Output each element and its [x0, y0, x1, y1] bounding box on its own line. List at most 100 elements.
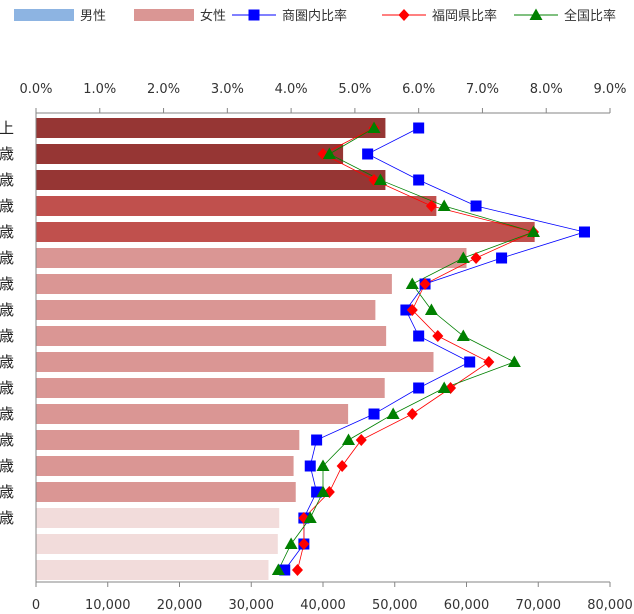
bottom-axis: 0 10,000 20,000 30,000 40,000 50,000 60,000 70,…: [32, 113, 633, 613]
data-point: [311, 486, 323, 498]
top-tick-label: 6.0%: [402, 82, 435, 97]
data-point: [316, 459, 330, 471]
series-line: [284, 127, 587, 571]
bottom-tick-label: 30,000: [229, 598, 275, 613]
data-point: [355, 434, 367, 446]
data-point: [367, 121, 381, 133]
top-tick-label: 7.0%: [466, 82, 499, 97]
top-tick-label: 8.0%: [530, 82, 563, 97]
data-point: [336, 460, 348, 472]
legend-swatch: [14, 9, 74, 21]
bottom-tick-label: 80,000: [587, 598, 633, 613]
legend-label: 商圏内比率: [282, 8, 347, 24]
bottom-tick-label: 70,000: [516, 598, 562, 613]
top-tick-label: 1.0%: [83, 82, 116, 97]
data-point: [279, 564, 291, 576]
data-point: [304, 460, 316, 472]
data-point: [271, 563, 285, 575]
data-point: [464, 356, 476, 368]
top-tick-label: 0.0%: [19, 82, 52, 97]
category-label: 歳: [0, 431, 14, 449]
data-point: [419, 278, 431, 290]
legend-label: 福岡県比率: [432, 8, 497, 24]
data-point: [311, 434, 323, 446]
bar: [36, 534, 278, 554]
category-label: 歳: [0, 301, 14, 319]
top-tick-label: 5.0%: [338, 82, 371, 97]
category-label: 歳: [0, 275, 14, 293]
category-label: 歳: [0, 483, 14, 501]
data-point: [413, 122, 425, 134]
bar: [36, 144, 344, 164]
category-label: 歳: [0, 223, 14, 241]
data-point: [456, 251, 470, 263]
category-label: 歳: [0, 457, 14, 475]
bar: [36, 560, 269, 580]
data-point: [362, 148, 374, 160]
data-point: [432, 330, 444, 342]
category-label: 歳: [0, 353, 14, 371]
bottom-tick-label: 0: [32, 598, 40, 613]
data-point: [405, 277, 419, 289]
data-point: [303, 511, 317, 523]
data-point: [368, 408, 380, 420]
data-point: [437, 199, 451, 211]
bar: [36, 430, 300, 450]
data-point: [322, 147, 336, 159]
category-label: 歳: [0, 327, 14, 345]
legend-swatch: [134, 9, 194, 21]
legend-label: 女性: [200, 8, 226, 24]
data-point: [424, 303, 438, 315]
bottom-tick-label: 40,000: [300, 598, 346, 613]
data-point: [483, 356, 495, 368]
bottom-tick-label: 50,000: [372, 598, 418, 613]
data-point: [291, 564, 303, 576]
bar: [36, 482, 296, 502]
series-lines: [271, 121, 590, 576]
top-tick-label: 9.0%: [593, 82, 626, 97]
data-point: [437, 381, 451, 393]
data-point: [470, 252, 482, 264]
bars: [36, 118, 535, 580]
data-point: [406, 304, 418, 316]
data-point: [526, 225, 540, 237]
data-point: [413, 330, 425, 342]
data-point: [373, 173, 387, 185]
bottom-tick-label: 60,000: [444, 598, 490, 613]
legend: 男性 女性 商圏内比率 福岡県比率 全国比率: [14, 8, 616, 24]
category-label: 歳: [0, 171, 14, 189]
bar: [36, 378, 385, 398]
data-point: [316, 485, 330, 497]
bottom-tick-label: 10,000: [85, 598, 131, 613]
bottom-tick-label: 20,000: [157, 598, 203, 613]
bar: [36, 300, 376, 320]
legend-label: 全国比率: [564, 8, 616, 24]
category-label: 歳: [0, 249, 14, 267]
data-point: [496, 252, 508, 264]
data-point: [284, 537, 298, 549]
category-label: 歳: [0, 145, 14, 163]
legend-label: 男性: [80, 9, 106, 24]
data-point: [386, 407, 400, 419]
bar: [36, 456, 294, 476]
data-point: [507, 355, 521, 367]
bar: [36, 248, 467, 268]
data-point: [342, 433, 356, 445]
legend-marker: [398, 9, 410, 21]
category-label: 歳: [0, 509, 14, 527]
data-point: [413, 382, 425, 394]
bar: [36, 170, 386, 190]
bar: [36, 196, 437, 216]
bar: [36, 326, 387, 346]
legend-marker: [248, 9, 260, 21]
category-label: 歳: [0, 379, 14, 397]
bar: [36, 508, 280, 528]
bar: [36, 222, 535, 242]
top-axis: 0.0% 1.0% 2.0% 3.0% 4.0% 5.0% 6.0% 7.0% 8.0% 9.0%: [19, 82, 627, 114]
top-tick-label: 4.0%: [275, 82, 308, 97]
legend-marker: [529, 8, 543, 20]
top-tick-label: 2.0%: [147, 82, 180, 97]
bar: [36, 404, 349, 424]
